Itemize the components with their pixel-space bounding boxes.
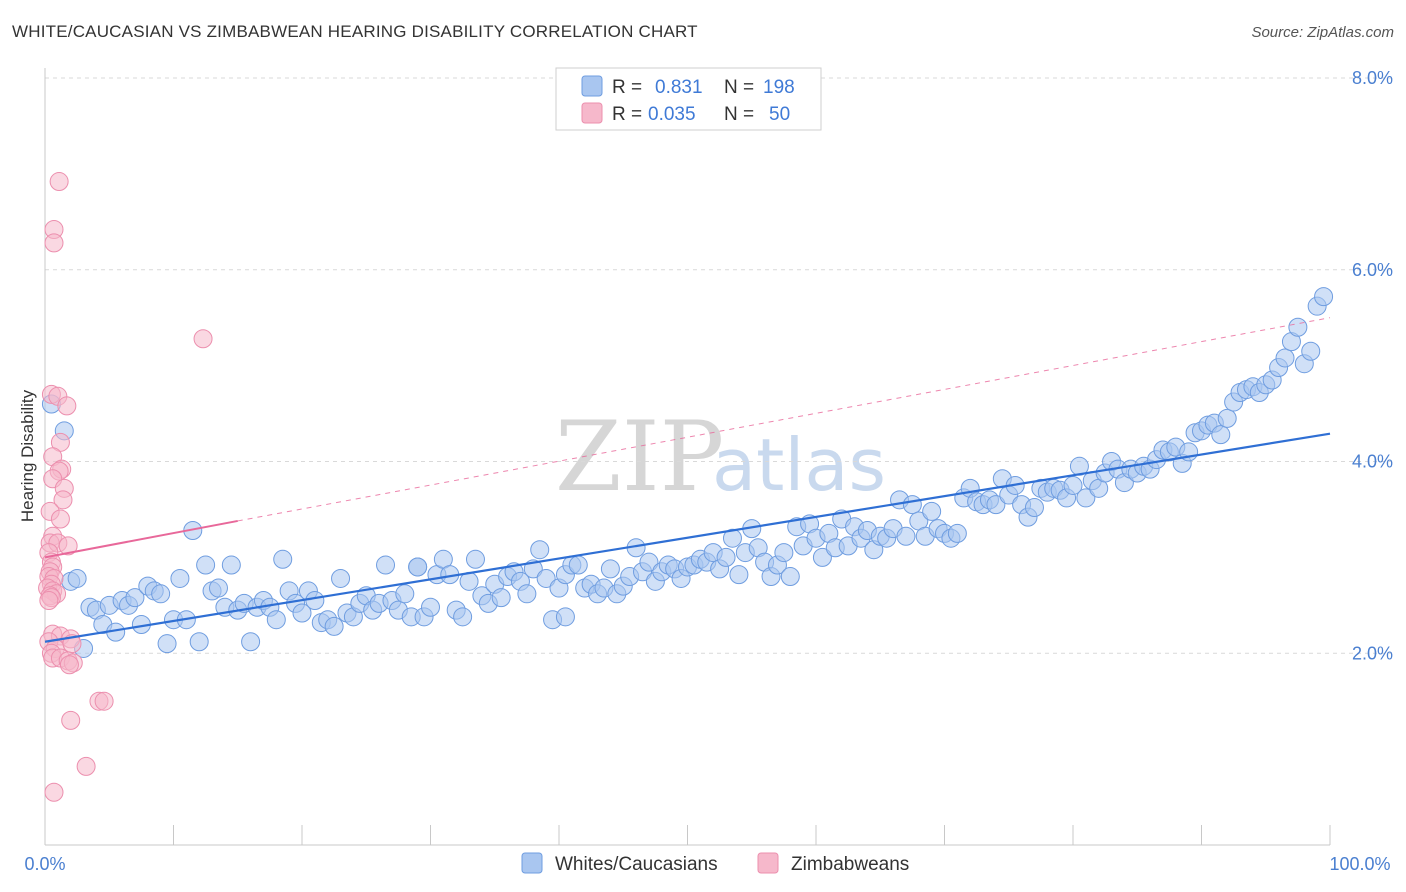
data-point-whites	[292, 603, 312, 623]
data-point-zimbabweans	[58, 536, 78, 556]
data-point-whites	[331, 568, 351, 588]
data-point-whites	[221, 555, 241, 575]
data-point-whites	[1288, 317, 1308, 337]
series-zimbabweans-points	[38, 172, 213, 802]
legend-r-value-blue: 0.831	[655, 77, 703, 98]
data-point-zimbabweans	[61, 710, 81, 730]
y-tick-label: 8.0%	[1352, 68, 1393, 88]
watermark-zip: ZIP	[555, 401, 724, 513]
data-point-zimbabweans	[44, 233, 64, 253]
trend-lines	[44, 317, 1331, 643]
data-point-whites	[491, 588, 511, 608]
data-point-zimbabweans	[50, 509, 70, 529]
data-point-whites	[408, 557, 428, 577]
y-tick-labels: 2.0% 4.0% 6.0% 8.0%	[1352, 68, 1393, 663]
legend-n-value-blue: 198	[763, 77, 795, 98]
data-point-whites	[421, 597, 440, 617]
bottom-legend-label-zimbabweans: Zimbabweans	[791, 854, 909, 875]
data-point-whites	[1063, 475, 1083, 495]
data-point-whites	[896, 526, 916, 546]
data-point-zimbabweans	[59, 655, 79, 675]
data-point-whites	[305, 591, 325, 611]
data-point-zimbabweans	[49, 172, 69, 192]
chart-title: WHITE/CAUCASIAN VS ZIMBABWEAN HEARING DI…	[12, 22, 698, 41]
legend-box: R = 0.831 N = 198 R = 0.035 N = 50	[555, 67, 822, 131]
data-point-zimbabweans	[44, 782, 64, 802]
x-tick-label-max: 100.0%	[1329, 854, 1390, 874]
data-point-whites	[1076, 488, 1096, 508]
y-tick-label: 2.0%	[1352, 643, 1393, 663]
data-point-whites	[1314, 287, 1334, 307]
x-tick-label-min: 0.0%	[24, 854, 65, 874]
data-point-whites	[453, 607, 473, 627]
data-point-whites	[1211, 425, 1231, 445]
data-point-whites	[1301, 341, 1321, 361]
data-point-whites	[273, 549, 293, 569]
source-label: Source: ZipAtlas.com	[1251, 24, 1394, 41]
data-point-whites	[1024, 498, 1044, 518]
y-tick-label: 4.0%	[1352, 452, 1393, 472]
data-point-whites	[722, 528, 742, 548]
data-point-whites	[639, 552, 659, 572]
data-point-zimbabweans	[76, 756, 96, 776]
data-point-zimbabweans	[57, 396, 77, 416]
data-point-zimbabweans	[53, 490, 73, 510]
data-point-whites	[376, 555, 396, 575]
data-point-whites	[157, 634, 177, 654]
data-point-whites	[922, 501, 942, 521]
legend-swatch-pink	[581, 102, 603, 124]
data-point-whites	[947, 523, 967, 543]
data-point-whites	[517, 584, 537, 604]
data-point-whites	[151, 584, 171, 604]
data-point-whites	[196, 555, 216, 575]
x-axis-ticks	[173, 825, 1331, 845]
data-point-whites	[812, 547, 832, 567]
data-point-whites	[716, 547, 736, 567]
legend-n-label-blue: N =	[724, 77, 754, 98]
data-point-whites	[67, 568, 87, 588]
data-point-whites	[780, 567, 800, 587]
data-point-whites	[530, 540, 550, 560]
data-point-whites	[324, 616, 344, 636]
data-point-whites	[600, 559, 620, 579]
y-axis-label: Hearing Disability	[18, 389, 37, 522]
legend-n-label-pink: N =	[724, 104, 754, 125]
data-point-whites	[774, 543, 794, 563]
trend-line-zimbabweans	[44, 519, 238, 559]
data-point-whites	[568, 555, 588, 575]
legend-n-value-pink: 50	[769, 104, 790, 125]
data-point-whites	[395, 584, 415, 604]
series-whites-points	[41, 287, 1334, 658]
bottom-legend-label-whites: Whites/Caucasians	[555, 854, 718, 875]
bottom-legend-swatch-blue	[521, 852, 543, 874]
data-point-whites	[241, 632, 261, 652]
legend-r-label-pink: R =	[612, 104, 642, 125]
data-point-zimbabweans	[193, 329, 213, 349]
data-point-whites	[986, 495, 1006, 515]
data-point-zimbabweans	[39, 591, 59, 611]
data-point-whites	[1217, 408, 1237, 428]
data-point-zimbabweans	[94, 691, 114, 711]
data-point-whites	[208, 578, 228, 598]
data-point-whites	[125, 588, 145, 608]
bottom-legend: Whites/Caucasians Zimbabweans	[521, 852, 909, 875]
y-tick-label: 6.0%	[1352, 260, 1393, 280]
legend-r-label-blue: R =	[612, 77, 642, 98]
bottom-legend-swatch-pink	[757, 852, 779, 874]
data-point-whites	[266, 610, 286, 630]
watermark-atlas: atlas	[712, 423, 886, 507]
data-point-whites	[170, 568, 190, 588]
data-point-whites	[536, 568, 556, 588]
data-point-whites	[1275, 348, 1295, 368]
data-point-whites	[555, 607, 575, 627]
data-point-whites	[465, 549, 485, 569]
data-point-whites	[729, 565, 749, 585]
legend-swatch-blue	[581, 75, 603, 97]
data-point-whites	[189, 632, 209, 652]
data-point-whites	[902, 495, 922, 515]
trend-line-whites	[44, 432, 1331, 643]
legend-r-value-pink: 0.035	[648, 104, 696, 125]
